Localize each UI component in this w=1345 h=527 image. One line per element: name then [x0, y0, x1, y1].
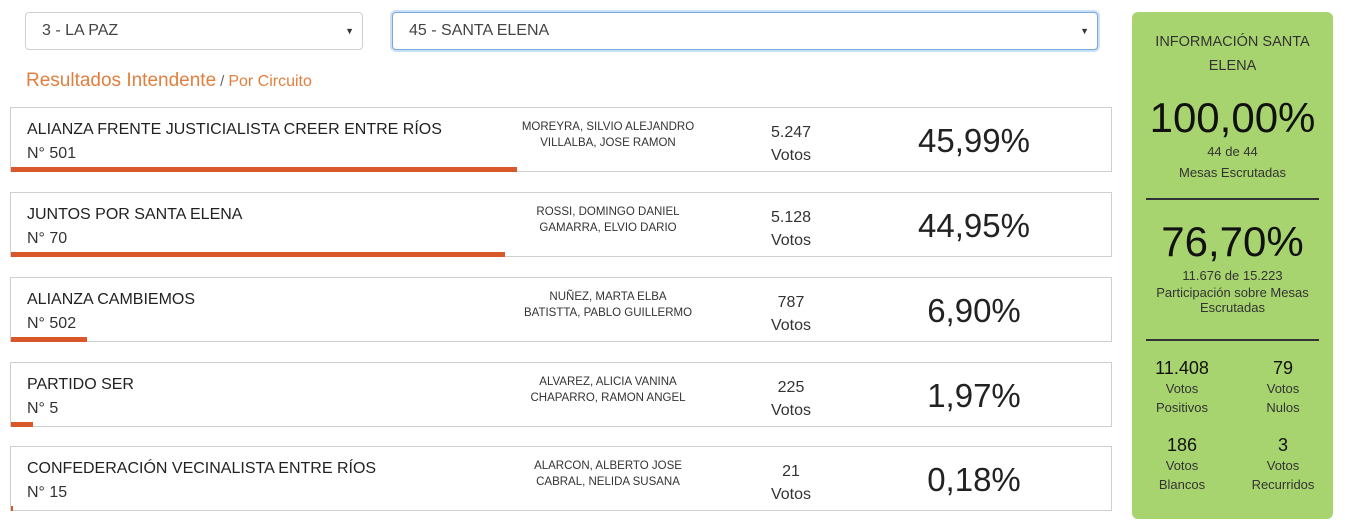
stat-value: 11.408: [1155, 358, 1209, 378]
party-name: ALIANZA FRENTE JUSTICIALISTA CREER ENTRE…: [27, 121, 442, 138]
candidates: NUÑEZ, MARTA ELBA BATISTTA, PABLO GUILLE…: [491, 289, 725, 321]
circuit-select[interactable]: 45 - SANTA ELENA ▼: [392, 12, 1098, 50]
stat-label: Votos: [1165, 458, 1199, 473]
list-number: N° 15: [27, 484, 68, 501]
party-name: ALIANZA CAMBIEMOS: [27, 291, 196, 308]
vote-percentage: 1,97%: [927, 377, 1021, 414]
chevron-down-icon: ▼: [345, 26, 354, 36]
participation-count: 11.676 de 15.223: [1182, 268, 1283, 283]
list-number: N° 5: [27, 400, 59, 417]
stat-value: 79: [1272, 358, 1294, 378]
candidate-name: CABRAL, NELIDA SUSANA: [536, 476, 680, 488]
list-number: N° 501: [27, 145, 77, 162]
tables-count: 44 de 44: [1207, 144, 1258, 159]
candidate-name: NUÑEZ, MARTA ELBA: [549, 291, 667, 303]
result-row: CONFEDERACIÓN VECINALISTA ENTRE RÍOS N° …: [10, 446, 1112, 511]
percentage-bar: [11, 337, 87, 342]
result-row: JUNTOS POR SANTA ELENA N° 70 ROSSI, DOMI…: [10, 192, 1112, 257]
percentage-bar: [11, 252, 506, 257]
party-name: PARTIDO SER: [27, 376, 134, 393]
candidate-name: MOREYRA, SILVIO ALEJANDRO: [521, 121, 695, 133]
candidate-name: VILLALBA, JOSE RAMON: [540, 137, 676, 149]
vote-label: Votos: [770, 486, 812, 503]
department-select[interactable]: 3 - LA PAZ ▼: [25, 12, 363, 50]
tables-label: Mesas Escrutadas: [1179, 165, 1286, 180]
list-number: N° 502: [27, 315, 77, 332]
stat-null-votes: 79 Votos Nulos: [1233, 357, 1333, 417]
divider: [1146, 339, 1319, 341]
info-panel-title: INFORMACIÓN SANTA ELENA: [1155, 34, 1310, 74]
vote-count: 225 Votos: [751, 376, 831, 422]
chevron-down-icon: ▼: [1080, 26, 1089, 36]
vote-label: Votos: [770, 232, 812, 249]
tables-percentage: 100,00%: [1149, 94, 1316, 141]
candidates: ALARCON, ALBERTO JOSE CABRAL, NELIDA SUS…: [491, 458, 725, 490]
vote-number: 21: [782, 463, 800, 480]
result-row: ALIANZA FRENTE JUSTICIALISTA CREER ENTRE…: [10, 107, 1112, 172]
candidates: MOREYRA, SILVIO ALEJANDRO VILLALBA, JOSE…: [491, 119, 725, 151]
stat-label: Votos: [1266, 458, 1300, 473]
vote-count: 21 Votos: [751, 460, 831, 506]
department-select-value: 3 - LA PAZ: [42, 22, 119, 39]
divider: [1146, 198, 1319, 200]
vote-percentage: 6,90%: [927, 292, 1021, 329]
vote-number: 225: [777, 379, 805, 396]
vote-percentage: 0,18%: [927, 461, 1021, 498]
percentage-bar: [11, 506, 13, 511]
heading-separator: /: [220, 73, 225, 90]
percentage-bar: [11, 167, 517, 172]
stat-label: Blancos: [1158, 477, 1206, 492]
result-row: ALIANZA CAMBIEMOS N° 502 NUÑEZ, MARTA EL…: [10, 277, 1112, 342]
stat-blank-votes: 186 Votos Blancos: [1132, 434, 1232, 494]
stat-positive-votes: 11.408 Votos Positivos: [1132, 357, 1232, 417]
vote-number: 787: [777, 294, 805, 311]
vote-percentage: 44,95%: [918, 207, 1030, 244]
stat-label: Recurridos: [1251, 477, 1315, 492]
vote-number: 5.128: [770, 209, 812, 226]
percentage-bar: [11, 422, 33, 427]
candidates: ALVAREZ, ALICIA VANINA CHAPARRO, RAMON A…: [491, 374, 725, 406]
vote-label: Votos: [770, 402, 812, 419]
stat-label: Votos: [1266, 381, 1300, 396]
candidates: ROSSI, DOMINGO DANIEL GAMARRA, ELVIO DAR…: [491, 204, 725, 236]
participation-label: Participación sobre Mesas Escrutadas: [1156, 285, 1309, 315]
candidate-name: ALARCON, ALBERTO JOSE: [534, 460, 682, 472]
vote-percentage: 45,99%: [918, 122, 1030, 159]
party-name: CONFEDERACIÓN VECINALISTA ENTRE RÍOS: [27, 460, 377, 477]
vote-count: 5.128 Votos: [751, 206, 831, 252]
circuit-select-value: 45 - SANTA ELENA: [409, 22, 550, 39]
candidate-name: ALVAREZ, ALICIA VANINA: [539, 376, 677, 388]
vote-count: 787 Votos: [751, 291, 831, 337]
result-row: PARTIDO SER N° 5 ALVAREZ, ALICIA VANINA …: [10, 362, 1112, 427]
stat-contested-votes: 3 Votos Recurridos: [1233, 434, 1333, 494]
list-number: N° 70: [27, 230, 68, 247]
stat-label: Nulos: [1266, 400, 1300, 415]
stat-label: Positivos: [1155, 400, 1209, 415]
participation-percentage: 76,70%: [1161, 218, 1304, 265]
vote-count: 5.247 Votos: [751, 121, 831, 167]
heading-title: Resultados Intendente: [26, 70, 217, 91]
candidate-name: CHAPARRO, RAMON ANGEL: [530, 392, 686, 404]
vote-label: Votos: [770, 147, 812, 164]
stat-label: Votos: [1165, 381, 1199, 396]
stat-value: 186: [1166, 435, 1198, 455]
candidate-name: GAMARRA, ELVIO DARIO: [539, 222, 677, 234]
party-name: JUNTOS POR SANTA ELENA: [27, 206, 243, 223]
vote-number: 5.247: [770, 124, 812, 141]
candidate-name: BATISTTA, PABLO GUILLERMO: [523, 307, 693, 319]
vote-label: Votos: [770, 317, 812, 334]
info-panel: INFORMACIÓN SANTA ELENA 100,00% 44 de 44…: [1132, 12, 1333, 519]
results-heading: Resultados Intendente / Por Circuito: [26, 70, 312, 92]
stat-value: 3: [1277, 435, 1288, 455]
heading-subtitle: Por Circuito: [228, 73, 312, 90]
candidate-name: ROSSI, DOMINGO DANIEL: [536, 206, 680, 218]
